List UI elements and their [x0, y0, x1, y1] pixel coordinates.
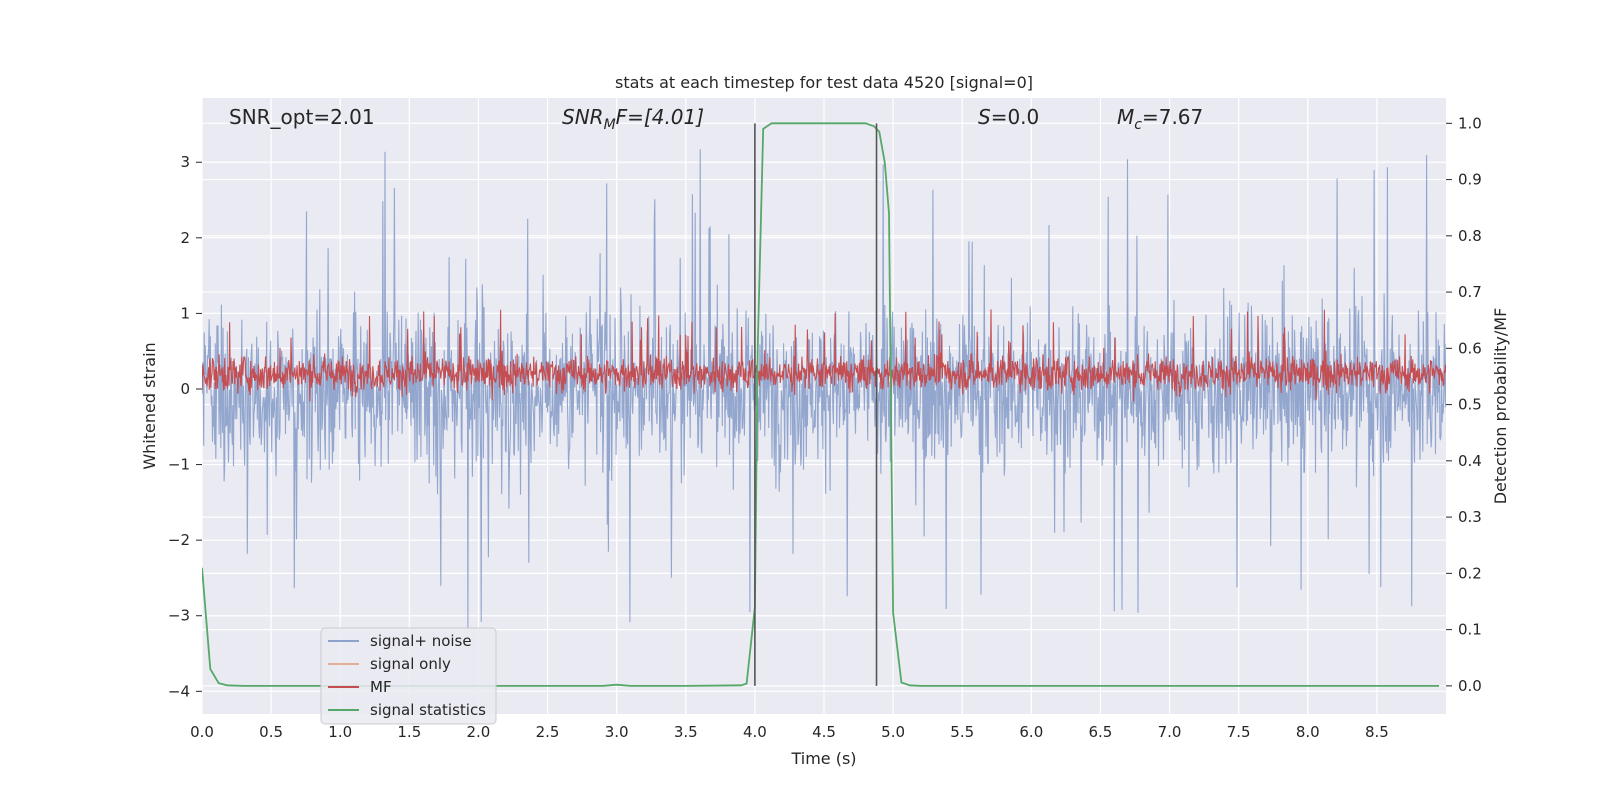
series-mf	[202, 309, 1446, 402]
x-tick-label: 7.0	[1158, 723, 1182, 741]
annotation-snr-mf: SNRMF=[4.01]	[562, 105, 704, 133]
y-right-tick-label: 0.1	[1458, 621, 1482, 639]
x-tick-label: 7.5	[1227, 723, 1251, 741]
y-left-tick-label: −1	[168, 456, 190, 474]
y-left-tick-label: −2	[168, 531, 190, 549]
y-right-tick-label: 0.8	[1458, 227, 1482, 245]
x-tick-label: 6.5	[1089, 723, 1113, 741]
x-tick-label: 8.5	[1365, 723, 1389, 741]
y-right-tick-label: 0.3	[1458, 508, 1482, 526]
x-tick-label: 4.0	[743, 723, 767, 741]
x-tick-label: 1.5	[397, 723, 421, 741]
legend-label-signal-statistics: signal statistics	[370, 701, 486, 719]
x-tick-label: 4.5	[812, 723, 836, 741]
y-left-tick-label: 1	[180, 304, 190, 322]
y-left-tick-label: −4	[168, 682, 190, 700]
y-right-tick-label: 0.5	[1458, 396, 1482, 414]
legend-label-signal-only: signal only	[370, 655, 451, 673]
series-signal-statistics	[202, 122, 1440, 687]
tick-labels: 0.0 0.5 1.0 1.5 2.0 2.5 3.0 3.5 4.0 4.5 5.0 5.5 6.0 6…	[168, 114, 1482, 741]
x-tick-label: 6.0	[1019, 723, 1043, 741]
annotation-s: S=0.0	[978, 105, 1039, 129]
x-axis-label: Time (s)	[790, 749, 856, 768]
y-axis-label-right: Detection probability/MF	[1491, 308, 1510, 505]
legend-label-signal-noise: signal+ noise	[370, 632, 472, 650]
y-left-tick-label: −3	[168, 607, 190, 625]
legend-box	[320, 627, 497, 725]
x-tick-label: 5.0	[881, 723, 905, 741]
y-right-tick-label: 0.7	[1458, 283, 1482, 301]
y-right-tick-label: 1.0	[1458, 114, 1482, 132]
y-left-tick-label: 2	[180, 229, 190, 247]
y-right-tick-label: 0.0	[1458, 677, 1482, 695]
series-signal-noise	[202, 149, 1446, 629]
legend: signal+ noise signal only MF signal stat…	[320, 627, 497, 725]
y-axis-label-left: Whitened strain	[140, 342, 159, 469]
y-left-tick-label: 3	[180, 153, 190, 171]
x-tick-label: 0.0	[190, 723, 214, 741]
y-left-tick-label: 0	[180, 380, 190, 398]
x-tick-label: 2.0	[467, 723, 491, 741]
y-right-tick-label: 0.9	[1458, 171, 1482, 189]
x-tick-label: 3.5	[674, 723, 698, 741]
annotation-mc: Mc=7.67	[1117, 105, 1203, 133]
annotation-snr-opt: SNR_opt=2.01	[229, 105, 375, 129]
series-layer	[202, 122, 1446, 687]
x-tick-label: 0.5	[259, 723, 283, 741]
y-right-tick-label: 0.2	[1458, 564, 1482, 582]
x-tick-label: 2.5	[536, 723, 560, 741]
chart-title: stats at each timestep for test data 452…	[615, 73, 1033, 92]
x-tick-label: 8.0	[1296, 723, 1320, 741]
legend-label-mf: MF	[370, 678, 392, 696]
x-tick-label: 1.0	[328, 723, 352, 741]
x-tick-label: 5.5	[950, 723, 974, 741]
y-right-tick-label: 0.6	[1458, 339, 1482, 357]
x-tick-label: 3.0	[605, 723, 629, 741]
y-right-tick-label: 0.4	[1458, 452, 1482, 470]
vertical-markers	[754, 123, 878, 686]
